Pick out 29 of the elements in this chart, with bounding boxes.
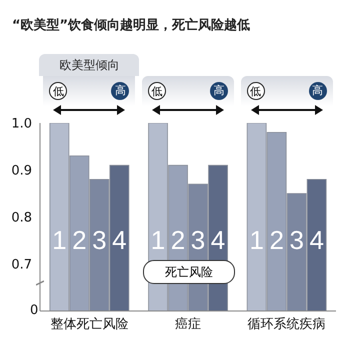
text: 欧美型倾向: [39, 54, 140, 76]
text: 2: [72, 224, 87, 255]
y-tick-label: 0.7: [11, 258, 32, 273]
chart-title: “欧美型”饮食倾向越明显，死亡风险越低: [12, 16, 250, 34]
text: 3: [289, 224, 304, 255]
series-label: 1: [150, 224, 166, 255]
y-tick-label: 0.8: [11, 210, 32, 226]
series-label: 2: [170, 224, 186, 255]
text: 2: [269, 224, 284, 255]
x-tick-label: 循环系统疾病: [248, 317, 326, 332]
text: 4: [309, 224, 324, 255]
rounded-label-box: 死亡风险: [143, 260, 235, 284]
text: 3: [92, 224, 107, 255]
text: 高: [210, 82, 228, 100]
x-tick-label: 整体死亡风险: [50, 316, 128, 332]
series-label: 3: [190, 224, 206, 255]
text: 4: [112, 224, 127, 255]
text: 低: [49, 82, 68, 100]
text: 0: [30, 303, 38, 318]
text: 1: [52, 224, 67, 255]
series-label: 4: [210, 224, 226, 255]
y-tick-label: 0.9: [11, 164, 32, 179]
text: 高: [308, 82, 327, 100]
text: 低: [148, 82, 166, 100]
text: 1: [249, 224, 264, 255]
text: 高: [111, 82, 130, 100]
y-tick-label: 1.0: [11, 116, 32, 132]
text: 低: [246, 82, 265, 100]
x-tick-label: 癌症: [175, 317, 201, 332]
